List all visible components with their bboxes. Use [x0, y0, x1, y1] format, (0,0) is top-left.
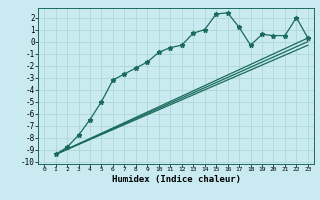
- X-axis label: Humidex (Indice chaleur): Humidex (Indice chaleur): [111, 175, 241, 184]
